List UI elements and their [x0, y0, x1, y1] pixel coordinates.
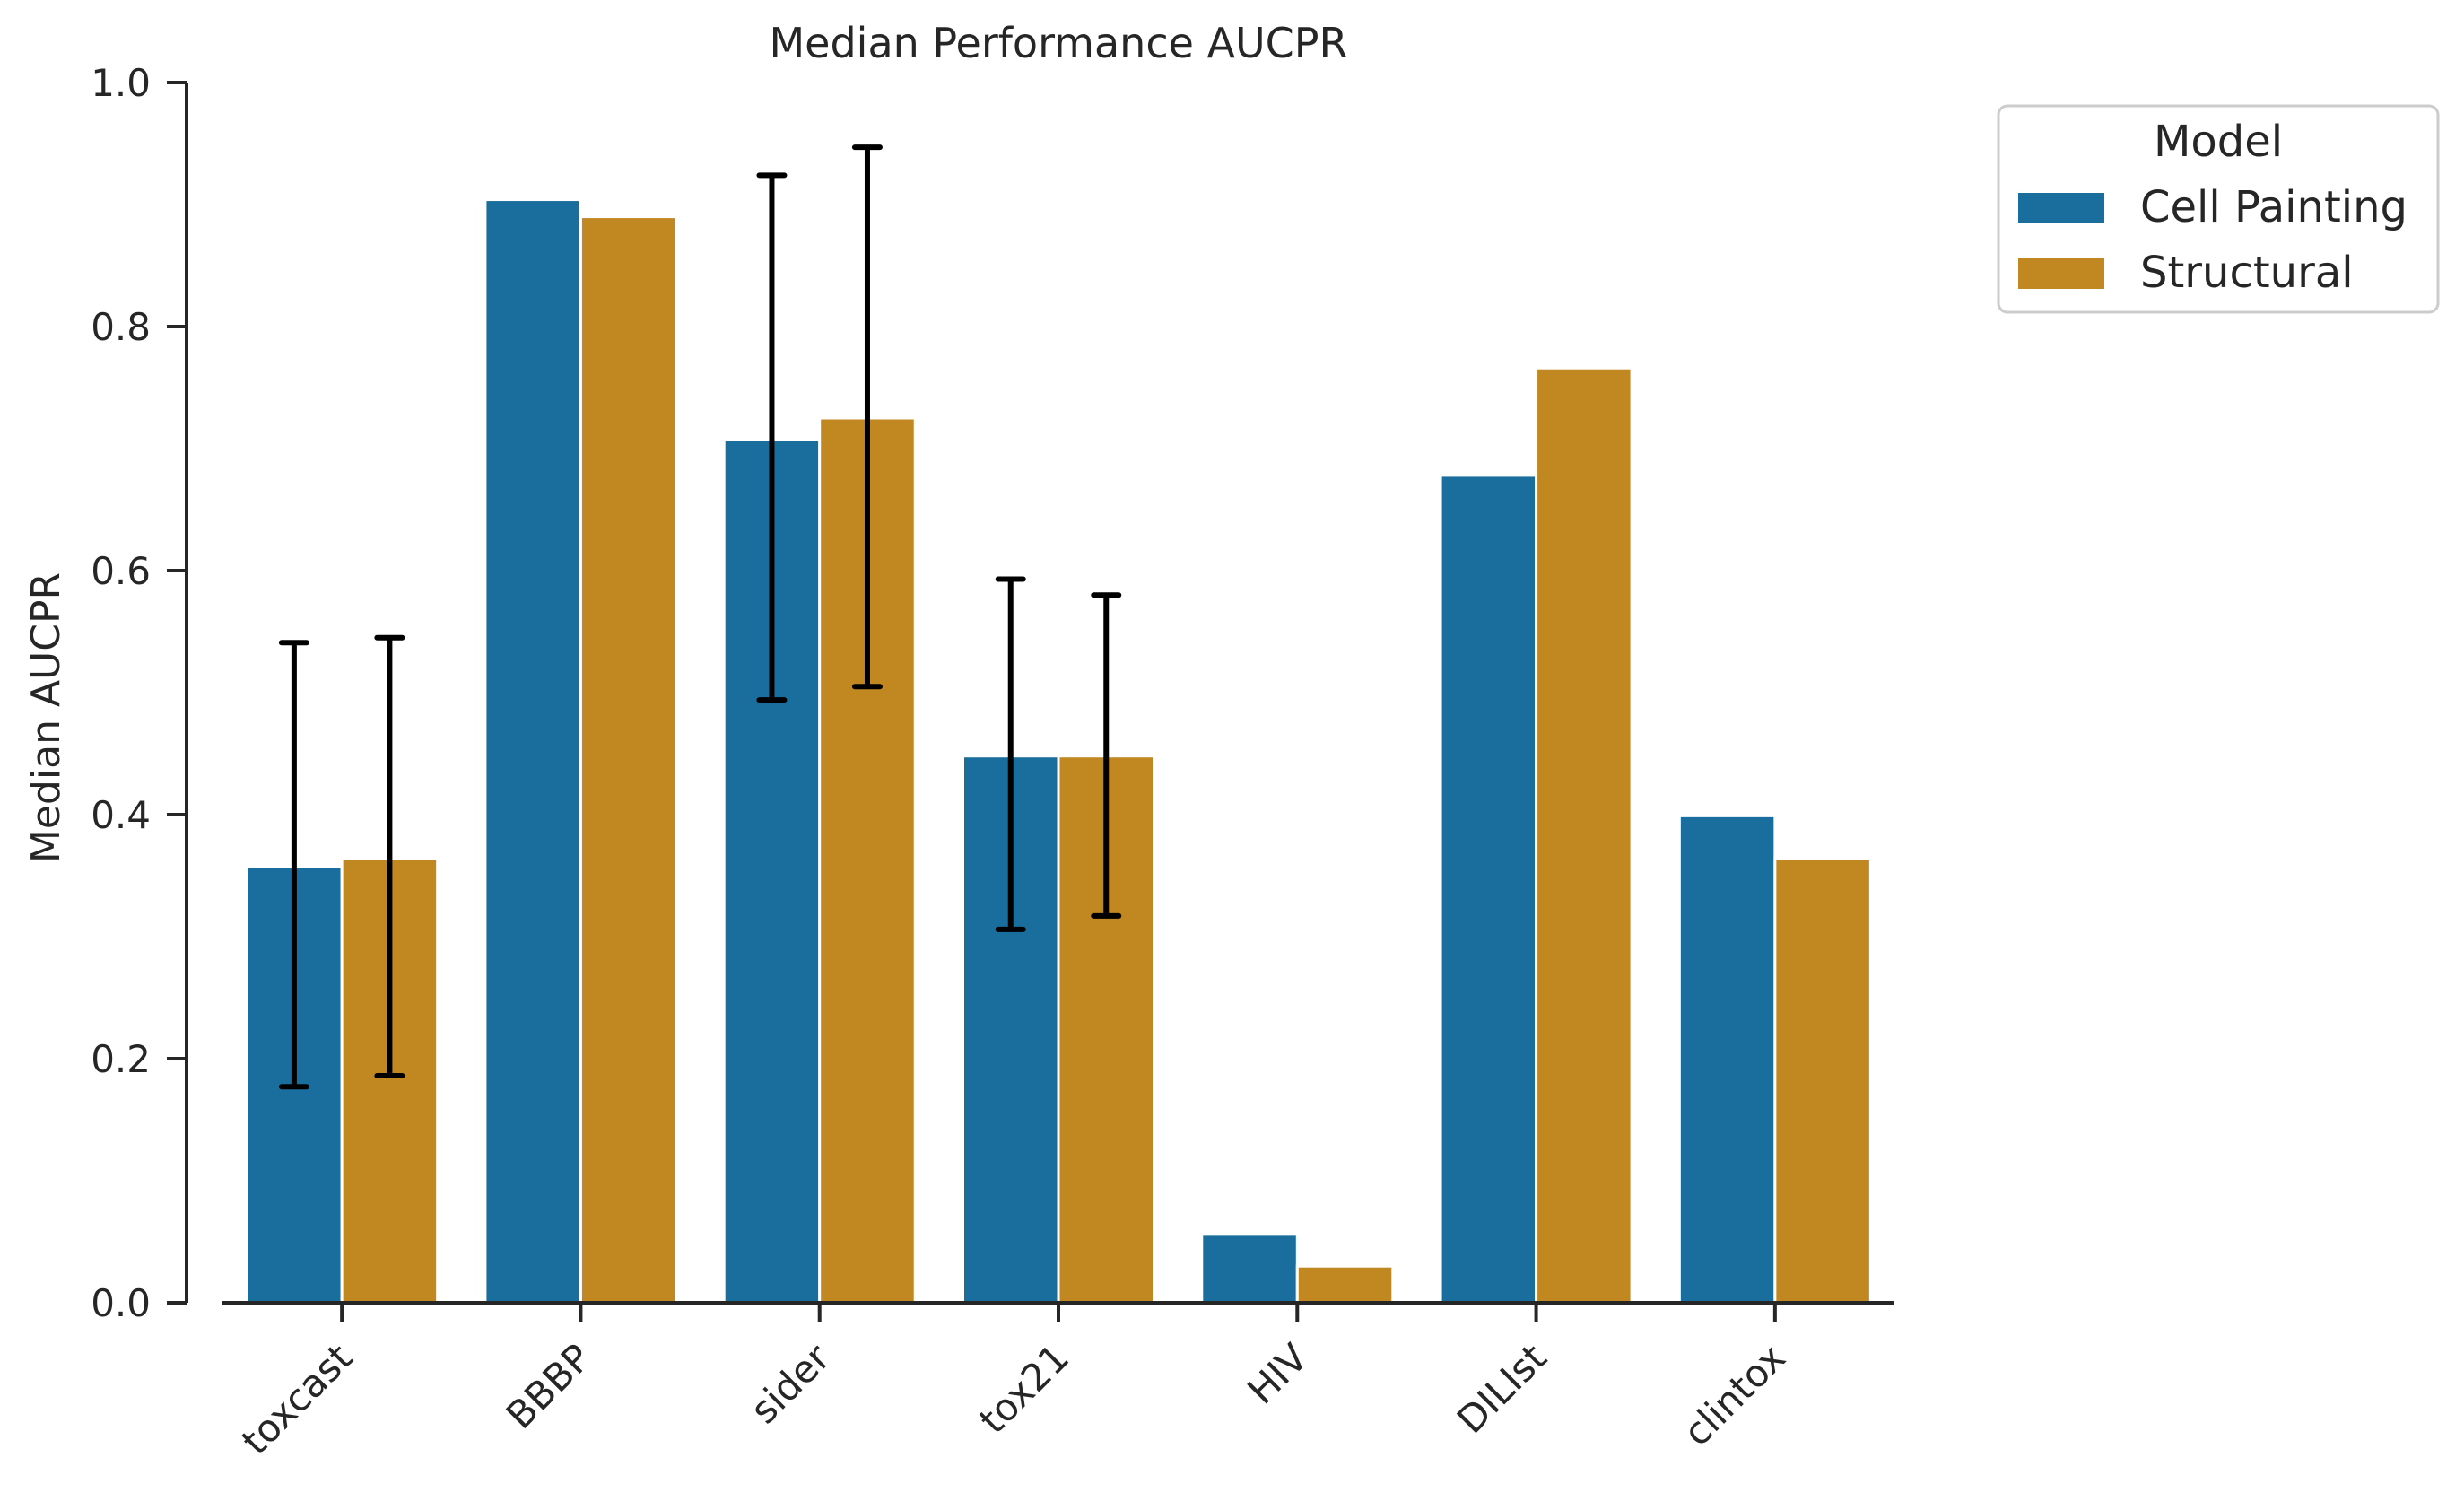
x-tick-label-hiv: HIV	[1239, 1335, 1316, 1412]
bar-clintox-cell-painting	[1677, 814, 1777, 1305]
legend: Model Cell Painting Structural	[1997, 104, 2440, 314]
y-tick-label: 0.6	[91, 549, 151, 593]
error-bar-tox21-cell-painting	[995, 576, 1026, 932]
bar-hiv-cell-painting	[1200, 1233, 1299, 1305]
bar-hiv-structural	[1295, 1264, 1395, 1305]
x-tick-label-tox21: tox21	[971, 1335, 1077, 1442]
bar-clintox-structural	[1773, 857, 1872, 1305]
y-tick-label: 0.4	[91, 793, 151, 837]
bar-bbbp-structural	[579, 215, 678, 1305]
y-tick-label: 0.0	[91, 1281, 151, 1325]
legend-frame	[1997, 104, 2440, 314]
legend-swatch-cell-painting	[2018, 193, 2104, 223]
legend-label-structural: Structural	[2140, 248, 2354, 298]
plot-area	[245, 144, 1872, 1305]
x-tick-label-bbbp: BBBP	[498, 1335, 600, 1437]
legend-label-cell-painting: Cell Painting	[2140, 182, 2407, 232]
error-bar-sider-structural	[851, 144, 883, 690]
legend-title: Model	[2154, 117, 2283, 167]
x-tick-label-toxcast: toxcast	[233, 1335, 361, 1462]
y-tick-label: 0.2	[91, 1037, 151, 1081]
x-tick-label-dilist: DILIst	[1449, 1335, 1555, 1442]
x-tick-label-clintox: clintox	[1675, 1335, 1794, 1454]
x-axis-ticks: toxcast BBBP sider tox21 HIV DILIst clintox	[233, 1303, 1794, 1463]
x-tick-label-sider: sider	[742, 1335, 839, 1432]
y-axis-title: Median AUCPR	[23, 572, 69, 863]
error-bar-sider-cell-painting	[756, 172, 788, 703]
chart-title: Median Performance AUCPR	[769, 19, 1347, 67]
y-tick-label: 1.0	[91, 61, 151, 105]
error-bar-toxcast-cell-painting	[278, 640, 309, 1090]
error-bar-tox21-structural	[1091, 592, 1122, 919]
legend-swatch-structural	[2018, 258, 2104, 289]
bar-dilist-structural	[1535, 366, 1633, 1305]
bar-bbbp-cell-painting	[483, 198, 582, 1305]
y-tick-label: 0.8	[91, 305, 151, 349]
error-bar-toxcast-structural	[374, 634, 405, 1079]
y-axis-ticks: 0.0 0.2 0.4 0.6 0.8 1.0	[91, 61, 187, 1325]
bar-dilist-cell-painting	[1439, 474, 1538, 1305]
